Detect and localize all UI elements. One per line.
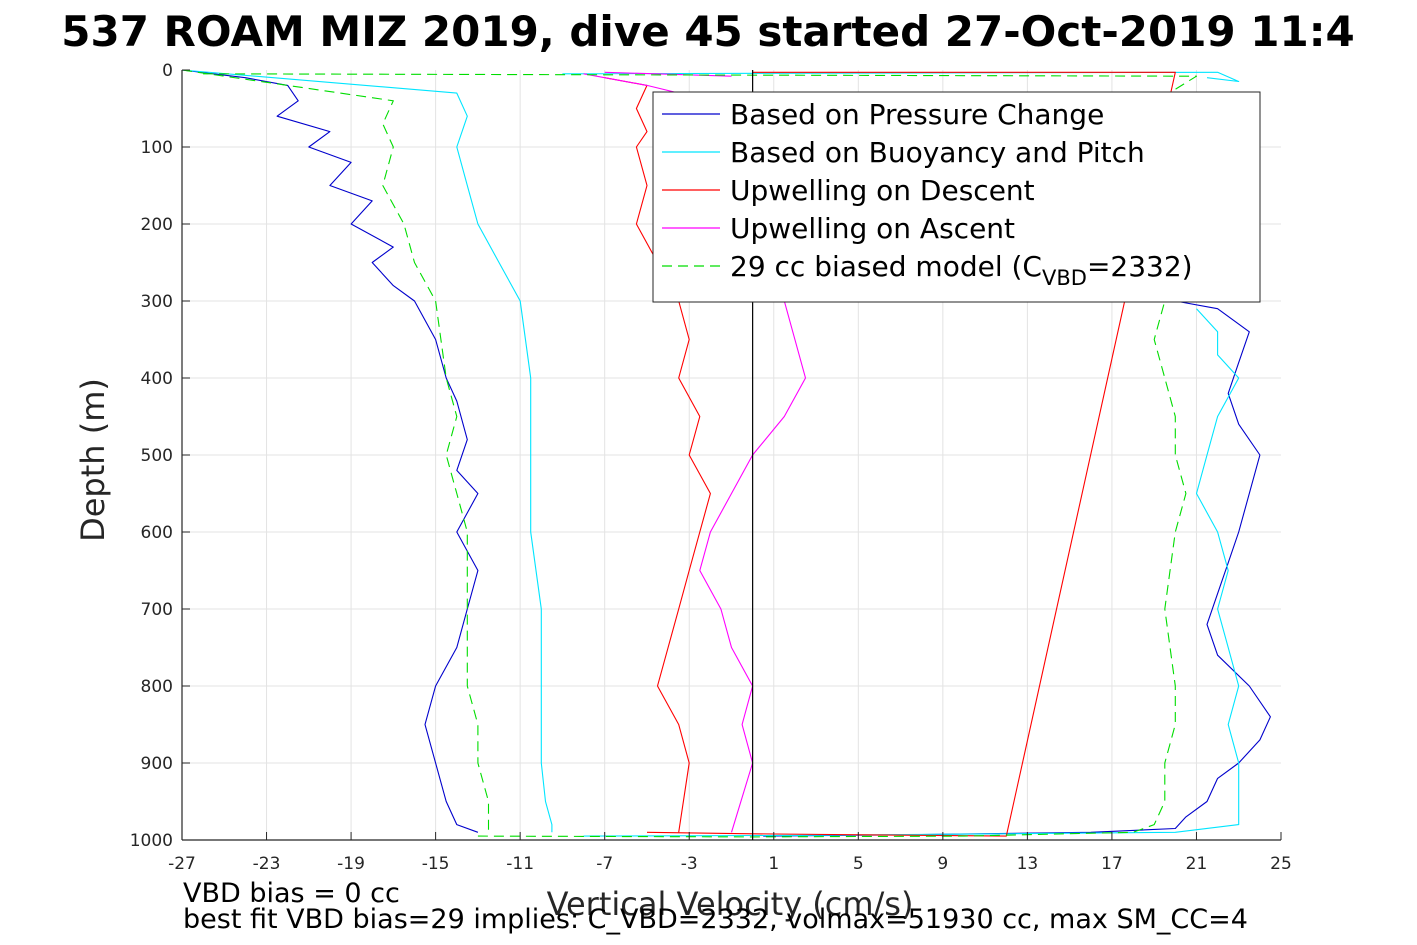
series-line: [583, 308, 1240, 837]
best-fit-note: best fit VBD bias=29 implies: C_VBD=2332…: [183, 904, 1248, 935]
vbd-bias-note: VBD bias = 0 cc: [183, 878, 400, 909]
chart-title: 537 ROAM MIZ 2019, dive 45 started 27-Oc…: [61, 7, 1354, 56]
x-tick-label: -11: [506, 854, 534, 874]
y-tick-label: 500: [141, 446, 173, 466]
y-tick-label: 300: [141, 292, 173, 312]
x-tick-label: -15: [422, 854, 450, 874]
x-axis-label: Vertical Velocity (cm/s): [547, 885, 914, 923]
x-tick-label: -27: [168, 854, 196, 874]
legend-label: Based on Pressure Change: [730, 98, 1104, 131]
legend-label: Upwelling on Ascent: [730, 212, 1015, 245]
y-tick-label: 600: [141, 523, 173, 543]
y-tick-label: 800: [141, 677, 173, 697]
x-tick-label: 21: [1186, 854, 1208, 874]
x-tick-label: 5: [853, 854, 864, 874]
y-tick-label: 1000: [130, 831, 173, 851]
series-group: [181, 69, 1271, 838]
x-tick-labels: -27 -23 -19 -15 -11 -7 -3 1 5 9 13 17 21 25: [168, 854, 1292, 874]
series-line: [646, 71, 1176, 837]
x-tick-label: 25: [1270, 854, 1292, 874]
series-line: [562, 71, 1240, 83]
series-line: [604, 71, 732, 77]
series-line: [763, 300, 1271, 837]
x-tick-label: 9: [937, 854, 948, 874]
x-tick-label: -3: [681, 854, 698, 874]
x-tick-label: -23: [253, 854, 281, 874]
series-line: [604, 77, 711, 833]
x-tick-label: -7: [596, 854, 613, 874]
y-tick-label: 200: [141, 215, 173, 235]
series-line: [203, 73, 1198, 90]
x-tick-label: -19: [337, 854, 365, 874]
x-tick-label: 17: [1101, 854, 1123, 874]
series-line: [477, 300, 1187, 838]
y-tick-label: 700: [141, 600, 173, 620]
series-line: [181, 69, 479, 833]
y-tick-label: 0: [162, 61, 173, 81]
legend-label: Based on Buoyancy and Pitch: [730, 136, 1145, 169]
y-tick-label: 100: [141, 138, 173, 158]
x-tick-label: 1: [768, 854, 779, 874]
x-tick-label: 13: [1017, 854, 1039, 874]
y-axis-label: Depth (m): [74, 378, 112, 542]
legend-label: Upwelling on Descent: [730, 174, 1035, 207]
y-tick-label: 900: [141, 754, 173, 774]
legend: Based on Pressure Change Based on Buoyanc…: [652, 91, 1261, 303]
legend-box: [652, 91, 1261, 303]
axes: [181, 69, 1282, 841]
series-line: [181, 69, 553, 833]
y-tick-labels: 0 100 200 300 400 500 600 700 800 900 1000: [130, 61, 173, 851]
y-tick-label: 400: [141, 369, 173, 389]
series-line: [181, 69, 490, 833]
